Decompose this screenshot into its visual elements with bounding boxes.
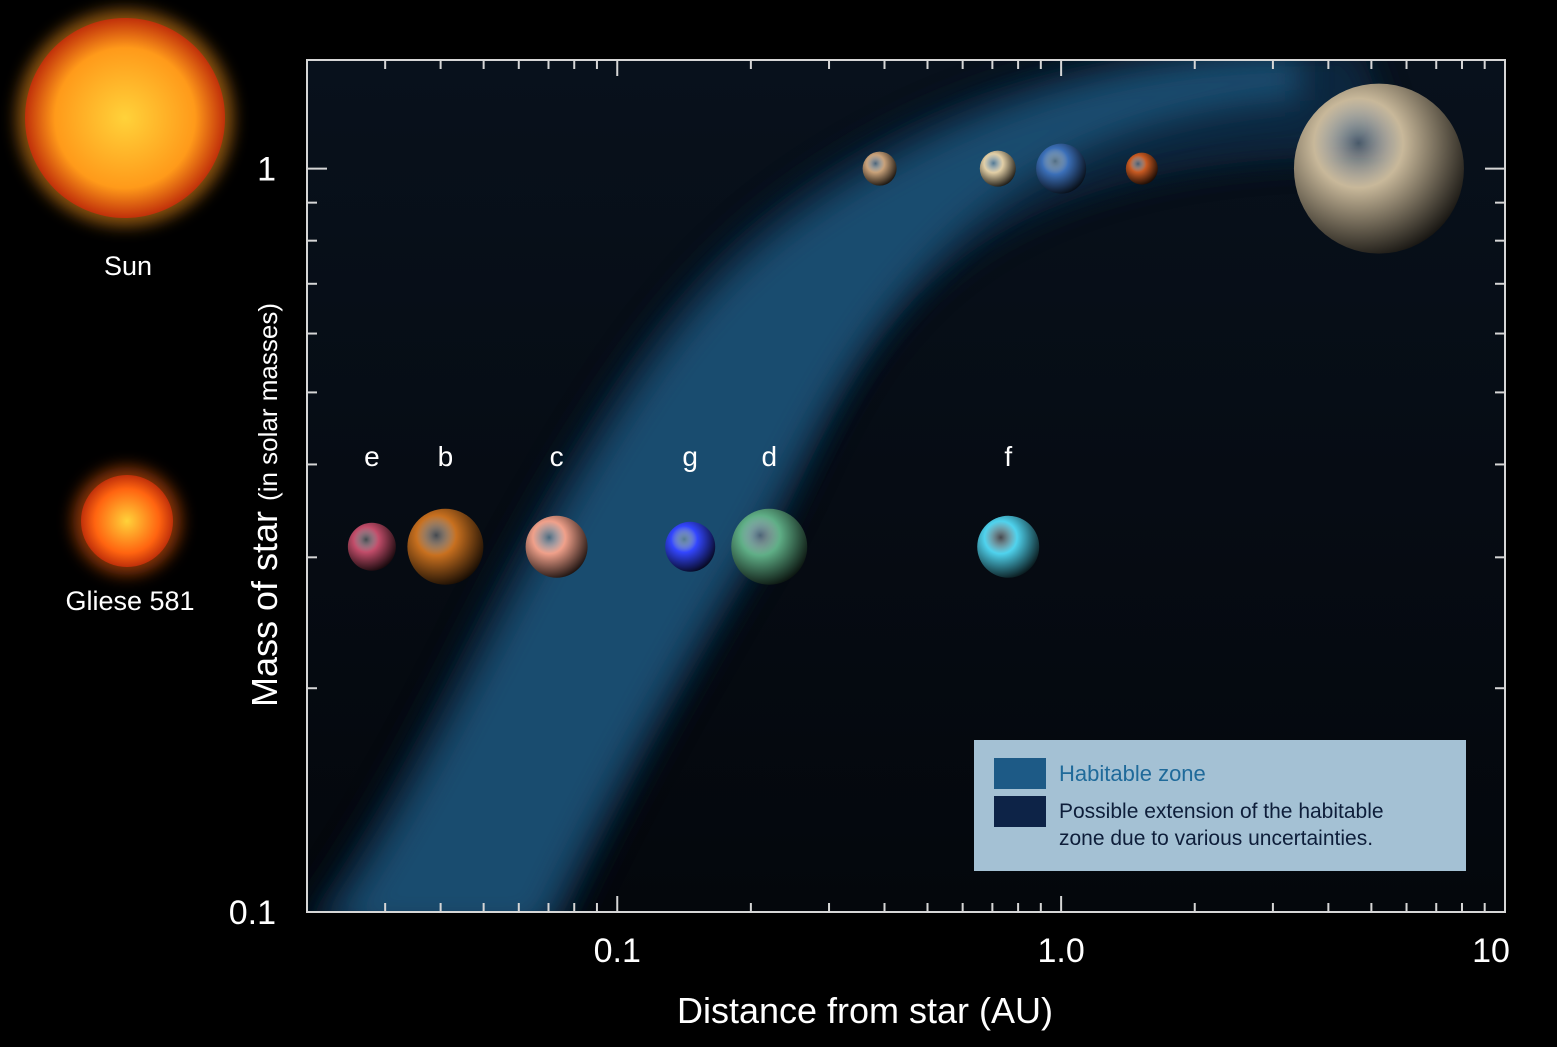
planet-label-g: g xyxy=(682,441,698,472)
legend-label-extension-line: zone due to various uncertainties. xyxy=(1059,827,1373,850)
y-axis-title-main: Mass of star xyxy=(244,501,285,707)
x-tick-label: 1.0 xyxy=(1037,932,1084,970)
planet-mars xyxy=(1125,152,1158,185)
planet-gliese-g xyxy=(665,521,716,572)
habitable-zone-group xyxy=(312,60,1400,912)
planet-label-c: c xyxy=(550,441,564,472)
star-gliese xyxy=(81,475,173,567)
planet-gliese-c xyxy=(525,515,588,578)
legend-label-habitable: Habitable zone xyxy=(1059,761,1206,786)
y-tick-label: 1 xyxy=(257,151,276,189)
star-sun xyxy=(25,18,225,218)
plot-frame xyxy=(306,59,1506,913)
x-tick-label: 0.1 xyxy=(594,932,641,970)
planet-jupiter xyxy=(1293,83,1464,254)
planet-label-f: f xyxy=(1004,441,1012,472)
legend-label-extension-line: Possible extension of the habitable xyxy=(1059,800,1384,823)
planet-label-e: e xyxy=(364,441,380,472)
legend-swatch-habitable xyxy=(994,758,1046,789)
y-tick-label: 0.1 xyxy=(229,894,276,932)
y-axis-title-sub: (in solar masses) xyxy=(253,303,283,501)
legend-swatch-extension xyxy=(994,796,1046,827)
star-label-gliese: Gliese 581 xyxy=(65,586,195,616)
planet-gliese-f xyxy=(977,515,1040,578)
legend-box xyxy=(974,740,1466,871)
planet-label-d: d xyxy=(761,441,777,472)
star-label-sun: Sun xyxy=(103,251,153,281)
planet-mercury xyxy=(862,151,897,186)
planet-label-b: b xyxy=(438,441,454,472)
planet-earth xyxy=(1036,143,1087,194)
planet-gliese-d xyxy=(731,508,808,585)
planet-gliese-e xyxy=(347,522,396,571)
habitable-zone-band xyxy=(342,60,1300,912)
y-axis-title: Mass of star (in solar masses) xyxy=(244,303,285,707)
x-tick-label: 10 xyxy=(1472,932,1510,970)
x-axis-title: Distance from star (AU) xyxy=(677,990,1053,1031)
planet-venus xyxy=(979,150,1016,187)
planet-gliese-b xyxy=(407,508,484,585)
